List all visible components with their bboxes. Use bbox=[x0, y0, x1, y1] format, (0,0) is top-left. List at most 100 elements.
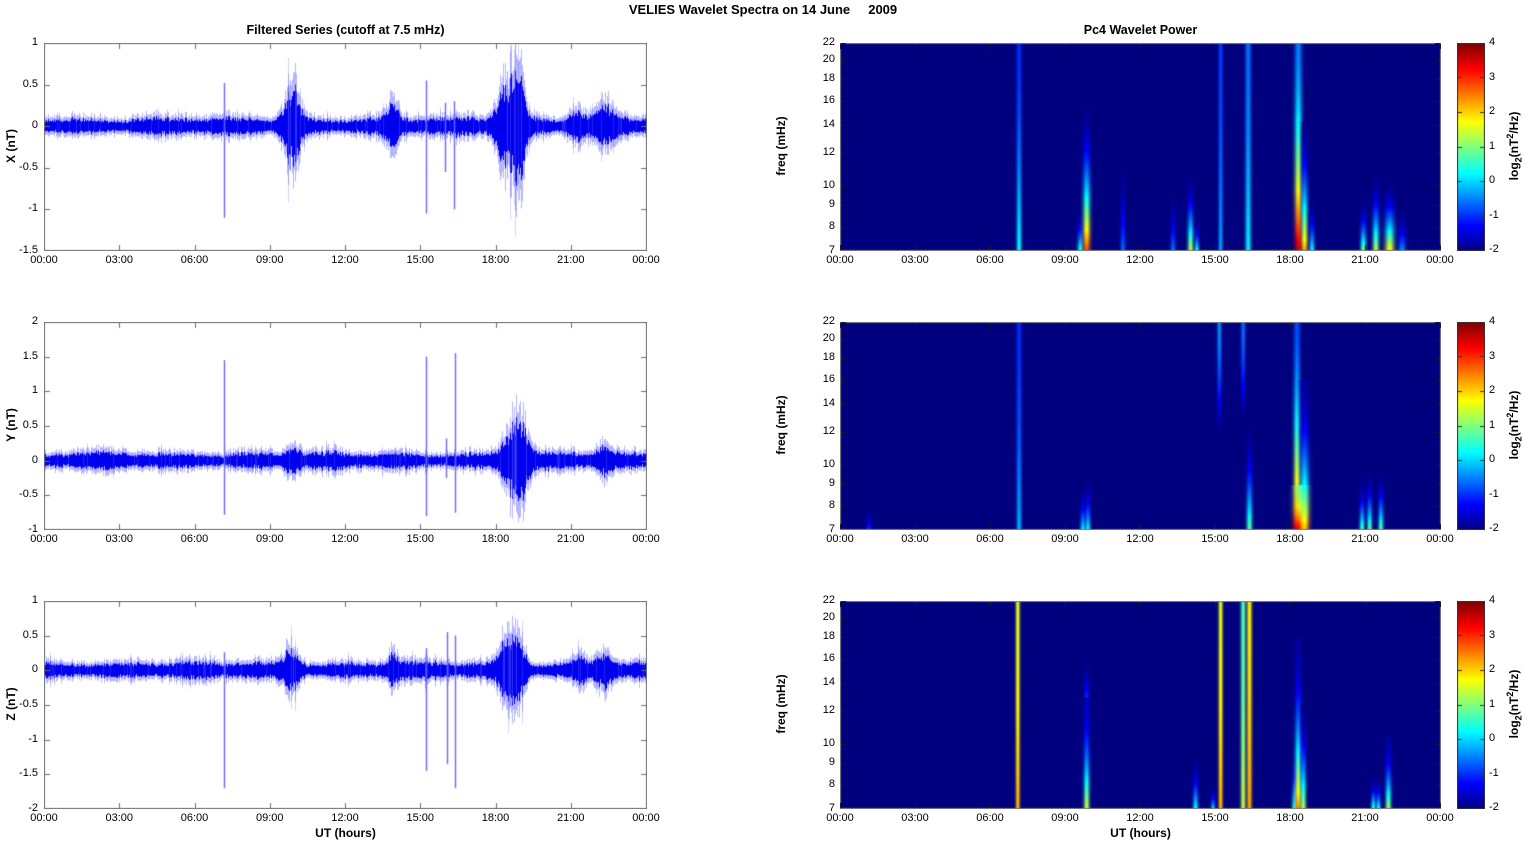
ytick-ts-z: -2 bbox=[28, 802, 38, 814]
freqtick-wavelet-z: 8 bbox=[828, 777, 835, 790]
ytick-ts-z: -0.5 bbox=[19, 698, 38, 710]
xtick-right-row1: 00:00 bbox=[1426, 533, 1454, 545]
xtick-right-row1: 21:00 bbox=[1351, 533, 1379, 545]
panel-timeseries-x bbox=[44, 43, 647, 251]
xlabel-ut-hours-right: UT (hours) bbox=[1110, 826, 1171, 840]
cbtick: 0 bbox=[1489, 732, 1496, 744]
right-column-title: Pc4 Wavelet Power bbox=[1083, 23, 1198, 37]
freqtick-wavelet-z: 7 bbox=[828, 802, 835, 814]
xtick-left-row2: 00:00 bbox=[632, 812, 660, 824]
ytick-ts-x: 0 bbox=[31, 119, 38, 132]
cbtick: -2 bbox=[1489, 522, 1499, 534]
colorbar-z bbox=[1457, 601, 1485, 809]
ytick-ts-y: 2 bbox=[31, 315, 38, 327]
ytick-ts-x: -1 bbox=[28, 202, 38, 215]
xtick-right-row2: 06:00 bbox=[976, 812, 1004, 824]
ytick-ts-y: 0 bbox=[31, 453, 38, 466]
ytick-ts-x: 1 bbox=[31, 36, 38, 48]
ylabel-freq-3: freq (mHz) bbox=[774, 674, 788, 734]
freqtick-wavelet-z: 10 bbox=[822, 737, 835, 750]
cbtick: 2 bbox=[1489, 384, 1496, 396]
ytick-ts-z: -1.5 bbox=[19, 767, 38, 780]
xtick-left-row2: 06:00 bbox=[180, 812, 209, 824]
xtick-left-row1: 09:00 bbox=[255, 533, 284, 545]
cbtick: 1 bbox=[1489, 418, 1496, 431]
cbtick: 3 bbox=[1489, 628, 1496, 641]
ytick-ts-z: 1 bbox=[31, 594, 38, 606]
ytick-ts-z: 0.5 bbox=[22, 628, 38, 641]
cbtick: -1 bbox=[1489, 487, 1499, 500]
xtick-right-row2: 03:00 bbox=[901, 812, 929, 824]
cbtick: 1 bbox=[1489, 139, 1496, 152]
xtick-left-row1: 21:00 bbox=[556, 533, 585, 545]
freqtick-wavelet-z: 16 bbox=[822, 651, 835, 664]
cbtick: 2 bbox=[1489, 663, 1496, 675]
xtick-left-row1: 03:00 bbox=[105, 533, 134, 545]
xtick-right-row0: 12:00 bbox=[1126, 254, 1154, 266]
xtick-right-row1: 12:00 bbox=[1126, 533, 1154, 545]
freqtick-wavelet-z: 9 bbox=[828, 756, 835, 769]
xtick-right-row1: 18:00 bbox=[1276, 533, 1304, 545]
xtick-left-row1: 06:00 bbox=[180, 533, 209, 545]
xtick-left-row2: 15:00 bbox=[406, 812, 435, 824]
xtick-right-row0: 00:00 bbox=[1426, 254, 1454, 266]
xtick-right-row1: 09:00 bbox=[1051, 533, 1079, 545]
freqtick-wavelet-y: 22 bbox=[822, 315, 835, 327]
freqtick-wavelet-x: 20 bbox=[822, 53, 835, 66]
xtick-left-row2: 09:00 bbox=[255, 812, 284, 824]
cbtick: 4 bbox=[1489, 36, 1496, 48]
timeseries-x-canvas bbox=[44, 43, 647, 251]
xtick-right-row0: 00:00 bbox=[826, 254, 854, 266]
wavelet-x-canvas bbox=[840, 43, 1441, 251]
colorbar-x bbox=[1457, 43, 1485, 251]
xtick-left-row2: 21:00 bbox=[556, 812, 585, 824]
freqtick-wavelet-y: 12 bbox=[822, 425, 835, 438]
xtick-right-row2: 00:00 bbox=[826, 812, 854, 824]
cbtick: 4 bbox=[1489, 594, 1496, 606]
cbtick: 2 bbox=[1489, 105, 1496, 117]
xtick-right-row2: 15:00 bbox=[1201, 812, 1229, 824]
freqtick-wavelet-y: 14 bbox=[822, 397, 835, 410]
timeseries-z-canvas bbox=[44, 601, 647, 809]
xtick-right-row1: 00:00 bbox=[826, 533, 854, 545]
cbtick: 3 bbox=[1489, 70, 1496, 83]
ytick-ts-y: -0.5 bbox=[19, 488, 38, 501]
freqtick-wavelet-x: 9 bbox=[828, 198, 835, 211]
cbtick: -1 bbox=[1489, 208, 1499, 221]
xtick-right-row2: 18:00 bbox=[1276, 812, 1304, 824]
ytick-ts-x: 0.5 bbox=[22, 77, 38, 90]
cbtick: 1 bbox=[1489, 697, 1496, 710]
xtick-left-row2: 00:00 bbox=[30, 812, 58, 824]
cbtick: 4 bbox=[1489, 315, 1496, 327]
cbtick: 3 bbox=[1489, 349, 1496, 362]
colorbar-y bbox=[1457, 322, 1485, 530]
xtick-right-row0: 03:00 bbox=[901, 254, 929, 266]
freqtick-wavelet-y: 20 bbox=[822, 332, 835, 345]
freqtick-wavelet-x: 10 bbox=[822, 179, 835, 192]
panel-wavelet-x bbox=[840, 43, 1441, 251]
xtick-left-row0: 18:00 bbox=[481, 254, 510, 266]
freqtick-wavelet-y: 8 bbox=[828, 498, 835, 511]
xtick-left-row0: 15:00 bbox=[406, 254, 435, 266]
xtick-left-row0: 12:00 bbox=[331, 254, 359, 266]
freqtick-wavelet-y: 18 bbox=[822, 351, 835, 364]
figure-title: VELIES Wavelet Spectra on 14 June 2009 bbox=[628, 2, 898, 17]
freqtick-wavelet-x: 16 bbox=[822, 93, 835, 106]
cbtick: -2 bbox=[1489, 243, 1499, 255]
xtick-right-row0: 18:00 bbox=[1276, 254, 1304, 266]
xtick-left-row2: 03:00 bbox=[105, 812, 134, 824]
xtick-left-row0: 21:00 bbox=[556, 254, 585, 266]
xtick-right-row2: 21:00 bbox=[1351, 812, 1379, 824]
xtick-left-row0: 00:00 bbox=[30, 254, 58, 266]
xtick-left-row1: 00:00 bbox=[30, 533, 58, 545]
freqtick-wavelet-x: 14 bbox=[822, 118, 835, 131]
ytick-ts-y: 0.5 bbox=[22, 419, 38, 431]
cbtick: -1 bbox=[1489, 766, 1499, 779]
xtick-left-row0: 06:00 bbox=[180, 254, 209, 266]
xtick-right-row2: 09:00 bbox=[1051, 812, 1079, 824]
xtick-right-row0: 06:00 bbox=[976, 254, 1004, 266]
xtick-left-row0: 00:00 bbox=[632, 254, 660, 266]
panel-timeseries-y bbox=[44, 322, 647, 530]
panel-wavelet-y bbox=[840, 322, 1441, 530]
